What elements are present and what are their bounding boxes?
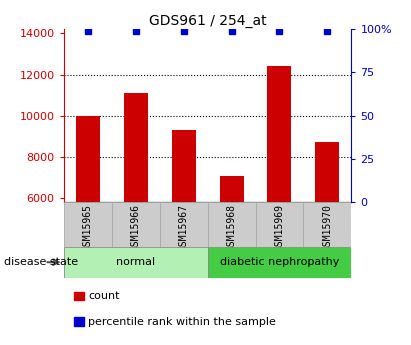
Title: GDS961 / 254_at: GDS961 / 254_at: [149, 14, 266, 28]
Text: percentile rank within the sample: percentile rank within the sample: [88, 317, 276, 327]
FancyBboxPatch shape: [159, 202, 208, 247]
FancyBboxPatch shape: [256, 202, 303, 247]
Bar: [124, 93, 148, 202]
Text: GSM15968: GSM15968: [226, 204, 236, 251]
Text: count: count: [88, 291, 120, 301]
Text: GSM15969: GSM15969: [275, 204, 284, 251]
Text: normal: normal: [116, 257, 155, 267]
Bar: [76, 116, 100, 202]
Text: diabetic nephropathy: diabetic nephropathy: [220, 257, 339, 267]
FancyBboxPatch shape: [208, 247, 351, 278]
Bar: [219, 176, 243, 202]
FancyBboxPatch shape: [303, 202, 351, 247]
FancyBboxPatch shape: [208, 202, 256, 247]
Text: disease state: disease state: [4, 257, 78, 266]
Bar: [172, 130, 196, 202]
FancyBboxPatch shape: [64, 202, 112, 247]
FancyBboxPatch shape: [64, 247, 208, 278]
Text: GSM15967: GSM15967: [179, 204, 189, 251]
Text: GSM15970: GSM15970: [323, 204, 332, 251]
Bar: [315, 142, 339, 202]
Bar: [268, 66, 291, 202]
FancyBboxPatch shape: [112, 202, 159, 247]
Text: GSM15966: GSM15966: [131, 204, 141, 251]
Text: GSM15965: GSM15965: [83, 204, 92, 251]
